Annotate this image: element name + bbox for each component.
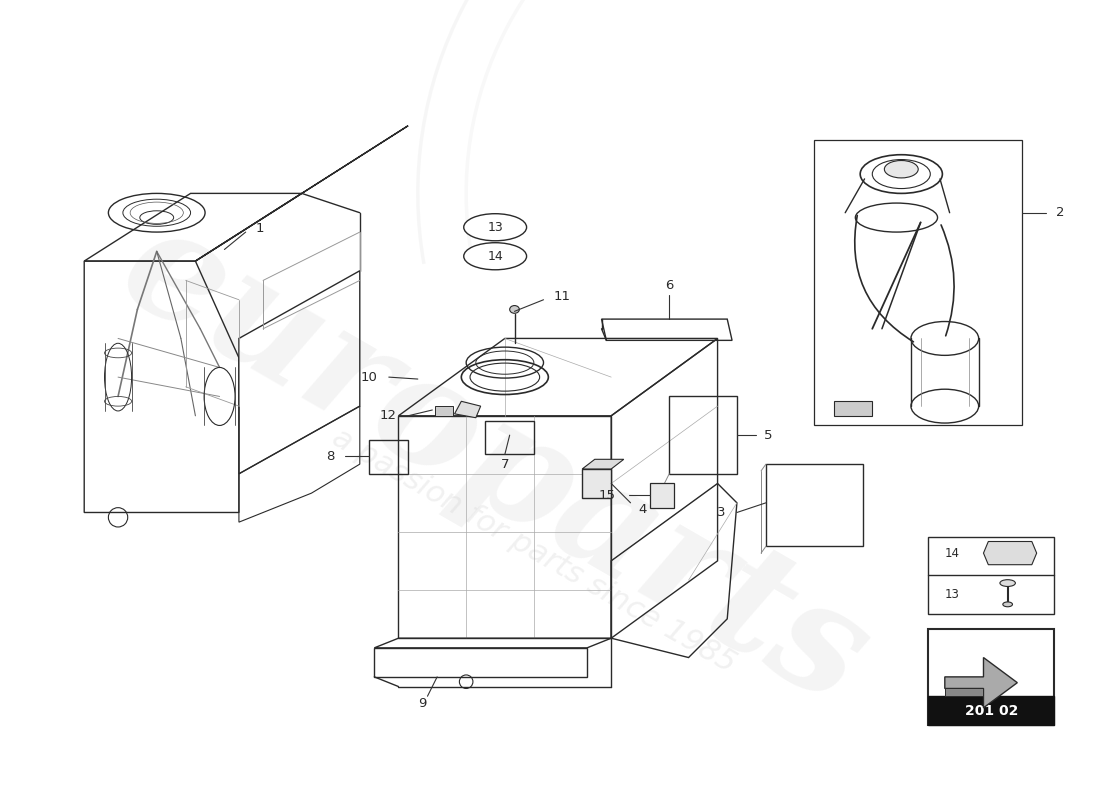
Text: a passion for parts since 1985: a passion for parts since 1985 xyxy=(327,423,740,679)
Polygon shape xyxy=(945,689,983,696)
Text: 5: 5 xyxy=(764,429,772,442)
Polygon shape xyxy=(650,483,674,508)
Ellipse shape xyxy=(1000,580,1015,586)
Bar xyxy=(436,406,452,416)
Text: 6: 6 xyxy=(666,278,673,292)
Ellipse shape xyxy=(884,161,918,178)
Ellipse shape xyxy=(464,242,527,270)
Ellipse shape xyxy=(464,214,527,241)
Text: 3: 3 xyxy=(717,506,725,519)
Text: 201 02: 201 02 xyxy=(965,704,1018,718)
Text: 9: 9 xyxy=(418,698,427,710)
Text: 14: 14 xyxy=(945,546,960,560)
Text: 11: 11 xyxy=(553,290,570,303)
Ellipse shape xyxy=(1003,602,1012,606)
Text: 2: 2 xyxy=(1056,206,1065,219)
Bar xyxy=(928,629,1054,726)
Text: 7: 7 xyxy=(500,458,509,470)
Text: europarts: europarts xyxy=(97,191,893,737)
Text: 4: 4 xyxy=(638,503,647,516)
Bar xyxy=(814,140,1022,426)
Polygon shape xyxy=(582,459,624,469)
Polygon shape xyxy=(582,469,612,498)
Text: 10: 10 xyxy=(361,370,377,384)
Text: 15: 15 xyxy=(600,489,616,502)
Bar xyxy=(928,696,1054,726)
Text: 1: 1 xyxy=(255,222,264,234)
Text: 14: 14 xyxy=(487,250,503,262)
Ellipse shape xyxy=(509,306,519,314)
Polygon shape xyxy=(945,658,1018,708)
Polygon shape xyxy=(834,402,872,416)
Text: 13: 13 xyxy=(487,221,503,234)
Polygon shape xyxy=(983,542,1036,565)
Text: 8: 8 xyxy=(327,450,334,463)
Text: 12: 12 xyxy=(379,410,396,422)
Polygon shape xyxy=(454,402,481,418)
Bar xyxy=(928,537,1054,614)
Text: 13: 13 xyxy=(945,588,959,601)
